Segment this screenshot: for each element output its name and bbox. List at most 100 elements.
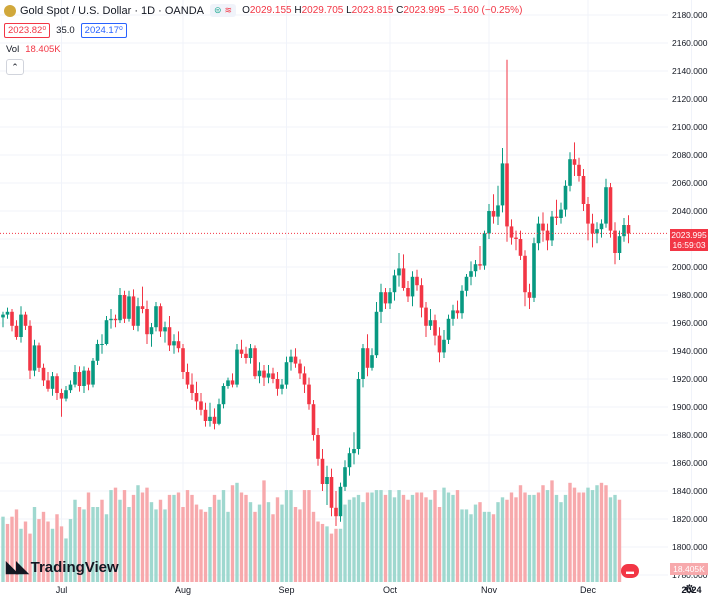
- volume-legend[interactable]: Vol 18.405K: [6, 44, 61, 55]
- volume-bar: [221, 490, 226, 582]
- candle-body: [464, 276, 469, 291]
- volume-bar: [122, 490, 127, 582]
- gear-icon[interactable]: ⚙: [684, 582, 695, 596]
- symbol-title[interactable]: Gold Spot / U.S. Dollar · 1D · OANDA: [20, 4, 204, 17]
- volume-bar: [514, 497, 518, 582]
- volume-bar: [509, 492, 514, 582]
- volume-bar: [149, 502, 154, 582]
- candle-body: [5, 311, 10, 315]
- volume-bar: [298, 509, 302, 582]
- volume-bar: [136, 485, 140, 582]
- volume-bar: [604, 485, 608, 582]
- volume-bar: [554, 494, 559, 582]
- volume-bar: [275, 497, 280, 582]
- volume-bar: [5, 523, 10, 582]
- symbol-header: Gold Spot / U.S. Dollar · 1D · OANDA ⊜ ≋…: [4, 4, 522, 17]
- candle-body: [118, 295, 122, 321]
- volume-bar: [356, 494, 361, 582]
- candle-body: [100, 344, 104, 345]
- candle-body: [46, 380, 50, 389]
- volume-bar: [154, 509, 158, 582]
- chevron-up-icon[interactable]: ⌃: [6, 59, 24, 75]
- candle-body: [406, 288, 410, 297]
- candle-body: [577, 164, 581, 176]
- y-tick-label: 1800.000: [672, 542, 708, 552]
- volume-bar: [239, 492, 244, 582]
- buy-button[interactable]: 2024.17⁰: [80, 23, 127, 38]
- volume-bar: [469, 514, 473, 582]
- candle-body: [541, 223, 545, 231]
- volume-bar: [518, 485, 523, 582]
- volume-bar: [113, 487, 118, 582]
- candle-body: [23, 314, 28, 326]
- volume-bar: [460, 509, 464, 582]
- volume-bar: [253, 511, 257, 582]
- candle-body: [347, 453, 352, 468]
- candle-body: [356, 379, 361, 449]
- volume-bar: [104, 514, 109, 582]
- candle-body: [509, 226, 514, 238]
- candle-body: [559, 209, 563, 218]
- volume-bar: [118, 499, 122, 582]
- volume-bar: [32, 507, 37, 582]
- candle-body: [190, 384, 194, 393]
- y-tick-label: 2040.000: [672, 206, 708, 216]
- change-value: −5.160 (−0.25%): [447, 5, 523, 16]
- candle-body: [568, 159, 572, 186]
- volume-bar: [307, 490, 311, 582]
- y-tick-label: 1780.000: [672, 570, 708, 580]
- candle-body: [32, 345, 37, 371]
- y-tick-label: 2160.000: [672, 38, 708, 48]
- volume-bar: [86, 492, 91, 582]
- candle-body: [397, 268, 401, 276]
- volume-bar: [392, 497, 397, 582]
- candle-body: [325, 477, 329, 484]
- candle-body: [212, 416, 217, 424]
- volume-bar: [541, 485, 545, 582]
- volume-bar: [302, 490, 307, 582]
- volume-bar: [95, 507, 100, 582]
- sell-button[interactable]: 2023.82⁰: [4, 23, 51, 38]
- volume-bar: [158, 499, 163, 582]
- y-tick-label: 1920.000: [672, 374, 708, 384]
- candle-body: [424, 307, 428, 326]
- volume-bar: [293, 507, 298, 582]
- volume-bar: [523, 492, 527, 582]
- candle-body: [217, 404, 221, 424]
- candle-body: [311, 404, 316, 435]
- candle-body: [176, 341, 181, 349]
- volume-bar: [428, 499, 433, 582]
- volume-bar: [487, 511, 491, 582]
- candle-body: [73, 372, 77, 385]
- tradingview-logo-icon: ◣◣: [6, 559, 29, 576]
- status-pill[interactable]: ⊜ ≋: [210, 4, 237, 17]
- candle-body: [248, 348, 253, 358]
- candle-body: [145, 309, 149, 335]
- candle-body: [514, 237, 518, 239]
- candle-body: [298, 363, 302, 374]
- data-source-icon: ≋: [224, 5, 233, 15]
- volume-bar: [91, 507, 95, 582]
- volume-bar: [194, 504, 199, 582]
- y-tick-label: 1840.000: [672, 486, 708, 496]
- volume-bar: [109, 490, 113, 582]
- volume-bar: [568, 482, 572, 582]
- volume-bar: [397, 490, 401, 582]
- volume-bar: [383, 494, 388, 582]
- us-flag-icon[interactable]: ▬: [621, 564, 639, 578]
- volume-bar: [208, 507, 212, 582]
- candle-body: [284, 362, 289, 385]
- volume-bar: [163, 509, 167, 582]
- volume-bar: [325, 526, 329, 582]
- candle-body: [388, 292, 392, 304]
- volume-bar: [442, 487, 446, 582]
- volume-bar: [68, 519, 73, 582]
- tradingview-logo[interactable]: ◣◣ TradingView: [6, 557, 119, 577]
- volume-bar: [347, 499, 352, 582]
- volume-bar: [599, 482, 604, 582]
- volume-bar: [505, 499, 509, 582]
- volume-bar: [329, 533, 334, 582]
- candle-body: [41, 367, 46, 381]
- candle-body: [523, 255, 527, 293]
